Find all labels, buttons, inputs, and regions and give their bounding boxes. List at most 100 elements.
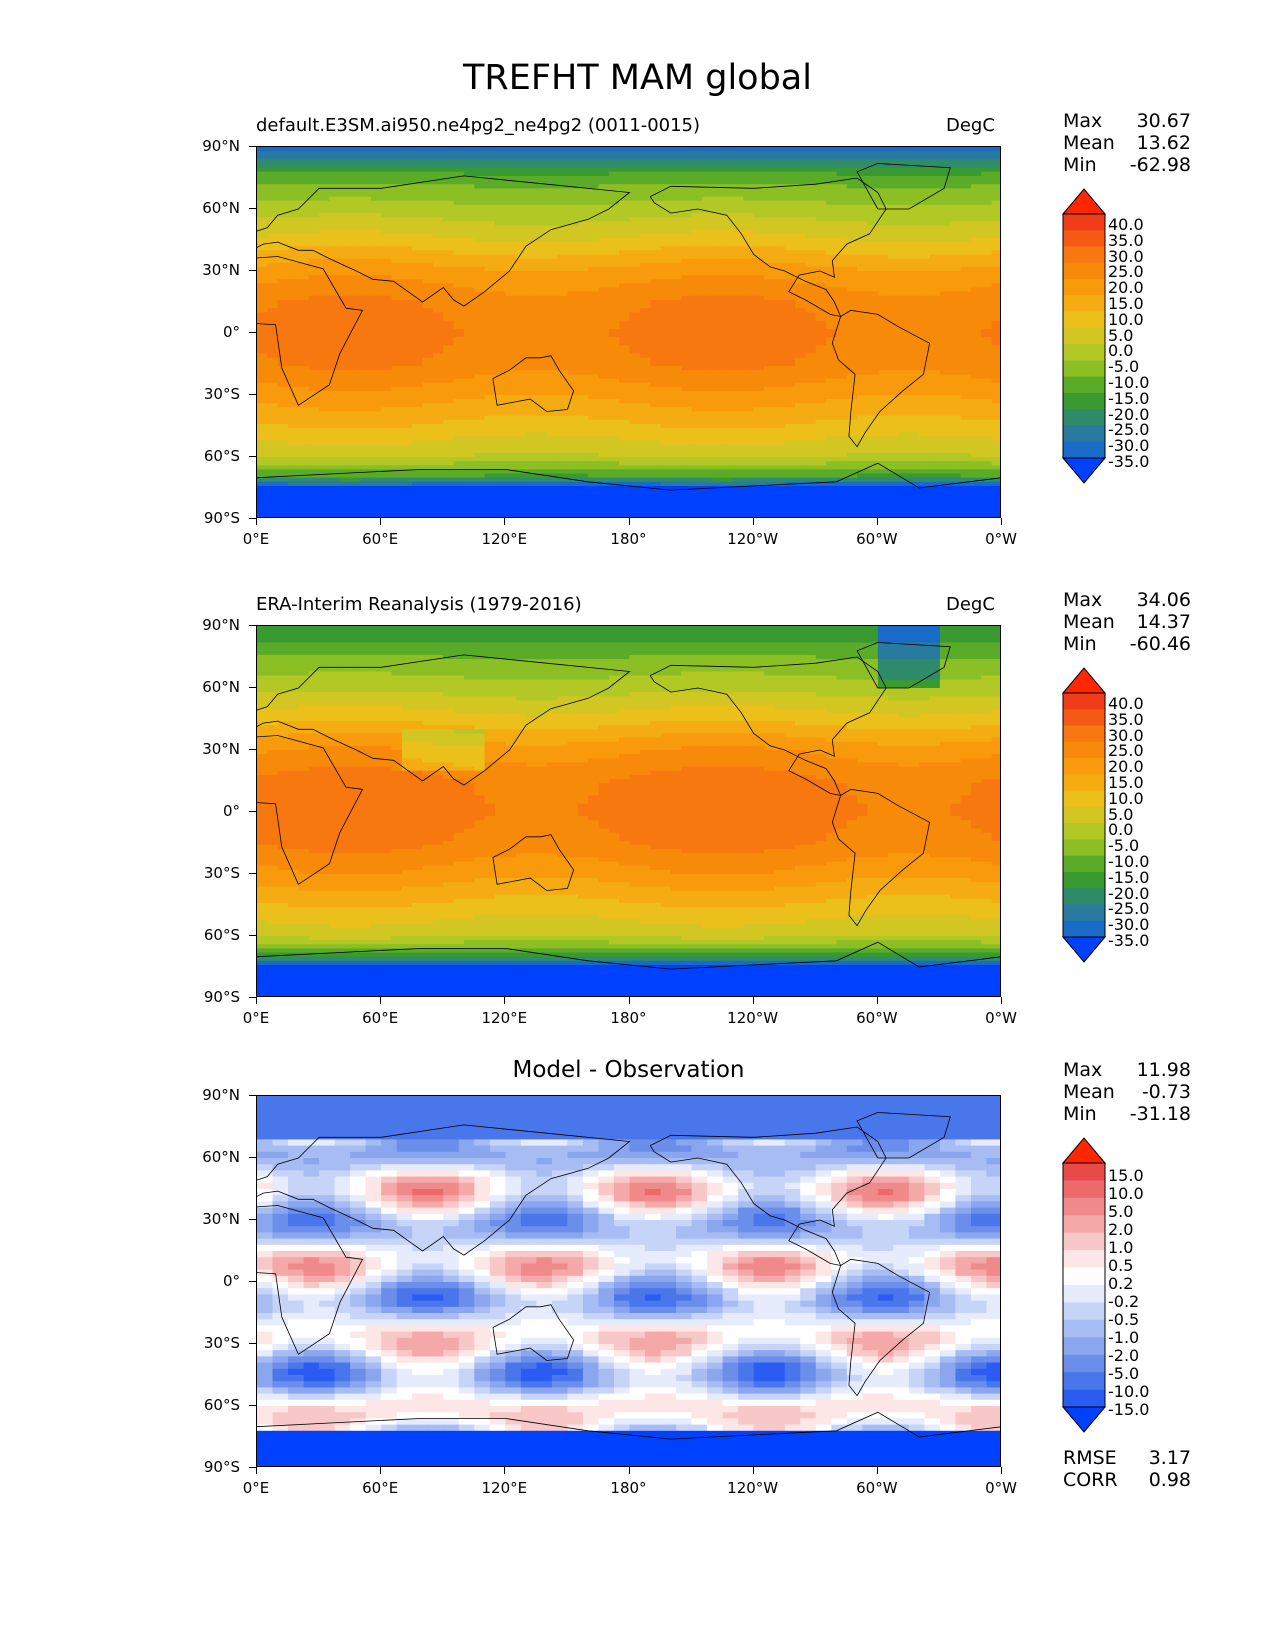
heatmap-cell [753,279,765,284]
heatmap-cell [526,382,537,388]
heatmap-cell [919,266,931,272]
heatmap-cell [764,155,775,160]
heatmap-cell [505,246,517,251]
heatmap-cell [743,357,755,363]
heatmap-cell [401,175,413,181]
heatmap-cell [877,192,889,198]
heatmap-cell [701,151,713,156]
heatmap-cell [888,333,900,338]
heatmap-cell [350,217,362,222]
heatmap-cell [815,386,827,392]
heatmap-cell [805,357,817,363]
heatmap-cell [526,403,537,408]
heatmap-cell [588,304,600,309]
heatmap-cell [857,390,869,396]
heatmap-cell [939,337,951,342]
heatmap-cell [319,328,331,334]
heatmap-cell [898,221,910,227]
heatmap-cell [257,175,268,181]
heatmap-cell [815,328,827,334]
heatmap-cell [350,283,362,289]
heatmap-cell [753,163,765,169]
heatmap-cell [836,175,848,181]
heatmap-cell [391,204,403,210]
heatmap-cell [753,204,765,210]
heatmap-cell [577,275,589,280]
heatmap-cell [619,155,631,160]
heatmap-cell [536,324,548,330]
heatmap-cell [960,271,972,276]
heatmap-cell [432,254,444,260]
heatmap-cell [443,374,455,380]
heatmap-cell [722,349,734,355]
heatmap-cell [526,287,537,293]
heatmap-cell [836,171,848,177]
heatmap-cell [412,349,424,355]
heatmap-cell [857,403,869,408]
heatmap-cell [494,399,506,404]
heatmap-cell [526,312,537,318]
heatmap-cell [257,254,268,260]
heatmap-cell [712,345,724,351]
heatmap-cell [515,192,527,198]
heatmap-cell [381,204,393,210]
heatmap-cell [639,345,651,351]
heatmap-cell [453,299,465,305]
heatmap-cell [267,204,279,210]
heatmap-cell [453,366,465,371]
heatmap-cell [753,370,765,375]
heatmap-cell [888,266,900,272]
heatmap-cell [732,250,744,256]
heatmap-cell [288,386,299,392]
heatmap-cell [350,262,362,268]
heatmap-cell [857,312,869,318]
heatmap-cell [505,283,517,289]
heatmap-cell [805,196,817,202]
heatmap-cell [639,151,651,156]
heatmap-cell [588,366,600,371]
heatmap-cell [898,415,910,421]
heatmap-cell [753,151,765,156]
heatmap-cell [619,419,631,425]
heatmap-cell [784,291,796,297]
heatmap-cell [257,196,268,202]
heatmap-cell [319,316,331,322]
heatmap-cell [753,225,765,231]
heatmap-cell [660,221,672,227]
heatmap-cell [484,237,496,243]
heatmap-cell [463,328,475,334]
heatmap-cell [908,361,920,367]
heatmap-cell [350,237,362,243]
heatmap-cell [546,357,558,363]
heatmap-cell [577,324,589,330]
heatmap-cell [608,233,620,239]
heatmap-cell [919,246,931,251]
heatmap-cell [639,291,651,297]
heatmap-cell [877,324,889,330]
heatmap-cell [598,382,610,388]
heatmap-cell [267,366,279,371]
heatmap-cell [598,419,610,425]
heatmap-cell [753,341,765,346]
heatmap-cell [826,366,838,371]
heatmap-cell [494,432,506,437]
heatmap-cell [381,266,393,272]
heatmap-cell [557,180,569,185]
heatmap-cell [339,171,351,177]
heatmap-cell [412,233,424,239]
heatmap-cell [691,217,703,222]
heatmap-cell [277,411,289,417]
heatmap-cell [484,395,496,400]
heatmap-cell [319,151,331,156]
heatmap-cell [598,366,610,371]
heatmap-cell [391,423,403,429]
heatmap-cell [412,258,424,264]
heatmap-cell [453,258,465,264]
heatmap-cell [319,419,331,425]
heatmap-cell [557,254,569,260]
heatmap-cell [670,399,682,404]
heatmap-cell [857,374,869,380]
heatmap-cell [701,333,713,338]
heatmap-cell [401,370,413,375]
heatmap-cell [815,411,827,417]
